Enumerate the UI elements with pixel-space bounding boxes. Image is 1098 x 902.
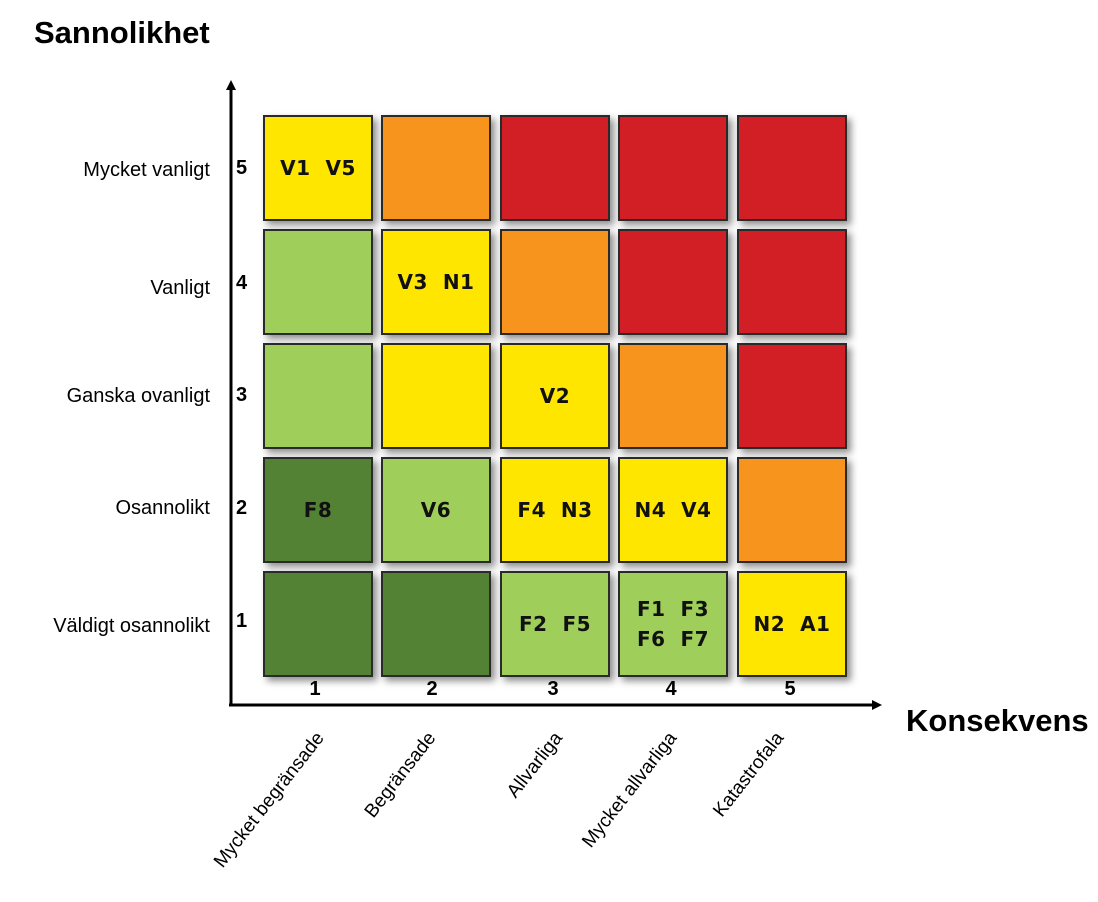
y-level-3: 3 bbox=[236, 384, 248, 406]
y-axis-title: Sannolikhet bbox=[34, 15, 210, 50]
matrix-cell: F1 F3 F6 F7 bbox=[618, 571, 728, 677]
matrix-cell-text: F2 F5 bbox=[518, 612, 592, 636]
matrix-cell: V2 bbox=[500, 343, 610, 449]
y-level-4: 4 bbox=[236, 272, 248, 294]
x-level-1: 1 bbox=[309, 678, 321, 700]
x-axis-title: Konsekvens bbox=[906, 703, 1089, 738]
matrix-cell bbox=[737, 229, 847, 335]
matrix-cell-text: V1 V5 bbox=[280, 156, 356, 180]
matrix-cell bbox=[618, 343, 728, 449]
matrix-cell-text: N2 A1 bbox=[753, 612, 831, 636]
matrix-cell-text: F1 F3 F6 F7 bbox=[636, 597, 710, 651]
x-level-3: 3 bbox=[547, 678, 559, 700]
matrix-cell: V3 N1 bbox=[381, 229, 491, 335]
x-level-2: 2 bbox=[426, 678, 438, 700]
y-level-1: 1 bbox=[236, 610, 248, 632]
y-level-2: 2 bbox=[236, 497, 248, 519]
matrix-cell bbox=[618, 229, 728, 335]
matrix-cell bbox=[737, 343, 847, 449]
y-label-2: Osannolikt bbox=[115, 497, 211, 519]
x-level-5: 5 bbox=[784, 678, 796, 700]
matrix-cell: N4 V4 bbox=[618, 457, 728, 563]
x-level-4: 4 bbox=[665, 678, 677, 700]
matrix-cell-text: F4 N3 bbox=[517, 498, 593, 522]
matrix-cell bbox=[381, 571, 491, 677]
matrix-cell bbox=[618, 115, 728, 221]
y-label-4: Vanligt bbox=[150, 277, 210, 299]
y-label-3: Ganska ovanligt bbox=[66, 385, 210, 407]
matrix-cell-text: V3 N1 bbox=[397, 270, 475, 294]
matrix-cell: F2 F5 bbox=[500, 571, 610, 677]
matrix-cell-text: V2 bbox=[539, 384, 571, 408]
y-label-5: Mycket vanligt bbox=[83, 159, 210, 181]
matrix-cell bbox=[737, 115, 847, 221]
matrix-cell bbox=[263, 229, 373, 335]
y-level-5: 5 bbox=[236, 157, 248, 179]
matrix-cell: F8 bbox=[263, 457, 373, 563]
matrix-cell bbox=[381, 343, 491, 449]
matrix-cell bbox=[263, 571, 373, 677]
matrix-cell-text: N4 V4 bbox=[634, 498, 712, 522]
matrix-cell: N2 A1 bbox=[737, 571, 847, 677]
matrix-cell bbox=[500, 115, 610, 221]
matrix-cell bbox=[737, 457, 847, 563]
matrix-cell-text: F8 bbox=[303, 498, 333, 522]
matrix-cell-text: V6 bbox=[420, 498, 452, 522]
matrix-cell bbox=[263, 343, 373, 449]
matrix-cell: F4 N3 bbox=[500, 457, 610, 563]
matrix-cell: V6 bbox=[381, 457, 491, 563]
y-label-1: Väldigt osannolikt bbox=[53, 615, 210, 637]
matrix-cell bbox=[500, 229, 610, 335]
matrix-cell: V1 V5 bbox=[263, 115, 373, 221]
matrix-cell bbox=[381, 115, 491, 221]
